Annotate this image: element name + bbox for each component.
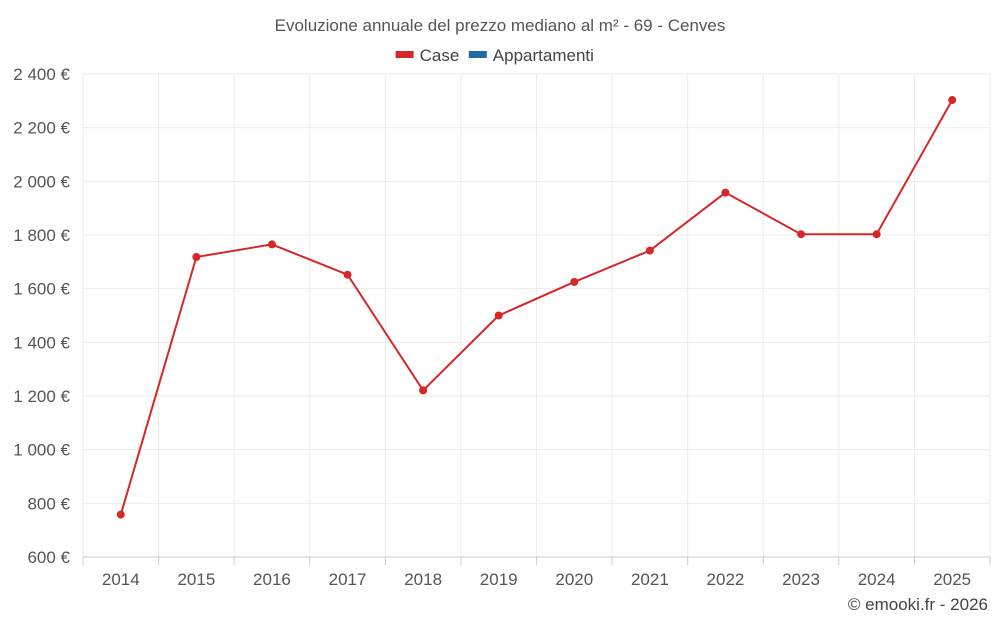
x-tick-label: 2025 [933,570,971,589]
y-axis: 600 € 800 € 1 000 € 1 200 € 1 400 € 1 600 € 1 … [13,65,70,567]
series [116,96,957,519]
x-tick-label: 2024 [858,570,896,589]
y-tick-label: 1 200 € [13,387,70,406]
x-tick-label: 2018 [404,570,442,589]
data-point [645,246,654,255]
y-tick-label: 1 000 € [13,441,70,460]
data-point [192,253,201,262]
legend-swatch [395,51,414,58]
y-tick-label: 800 € [27,494,70,513]
legend-swatch [468,51,487,58]
x-tick-label: 2022 [707,570,745,589]
y-tick-label: 2 000 € [13,172,70,191]
data-point [419,386,428,395]
x-tick-label: 2019 [480,570,518,589]
x-tick-label: 2021 [631,570,669,589]
x-tick-label: 2020 [555,570,593,589]
x-axis: 2014 2015 2016 2017 2018 2019 2020 2021 2022 2023… [82,556,991,589]
data-point [948,96,957,105]
x-tick-label: 2014 [102,570,140,589]
data-point [116,510,125,519]
grid [82,73,991,557]
legend-label: Case [420,46,460,65]
x-tick-label: 2016 [253,570,291,589]
y-tick-label: 1 800 € [13,226,70,245]
y-tick-label: 600 € [27,548,70,567]
y-tick-label: 2 200 € [13,119,70,138]
y-tick-label: 2 400 € [13,65,70,84]
data-point [267,240,276,249]
series-line [119,99,954,515]
credit-text: © emooki.fr - 2026 [848,595,988,614]
data-point [721,188,730,197]
legend: Case Appartamenti [395,46,594,65]
x-tick-label: 2015 [177,570,215,589]
data-point [797,230,806,239]
x-tick-label: 2017 [329,570,367,589]
data-point [343,270,352,279]
y-tick-label: 1 400 € [13,333,70,352]
x-tick-label: 2023 [782,570,820,589]
data-point [872,230,881,239]
data-point [570,277,579,286]
chart-title: Evoluzione annuale del prezzo mediano al… [275,16,726,35]
y-tick-label: 1 600 € [13,280,70,299]
legend-label: Appartamenti [493,46,594,65]
data-point [494,311,503,320]
